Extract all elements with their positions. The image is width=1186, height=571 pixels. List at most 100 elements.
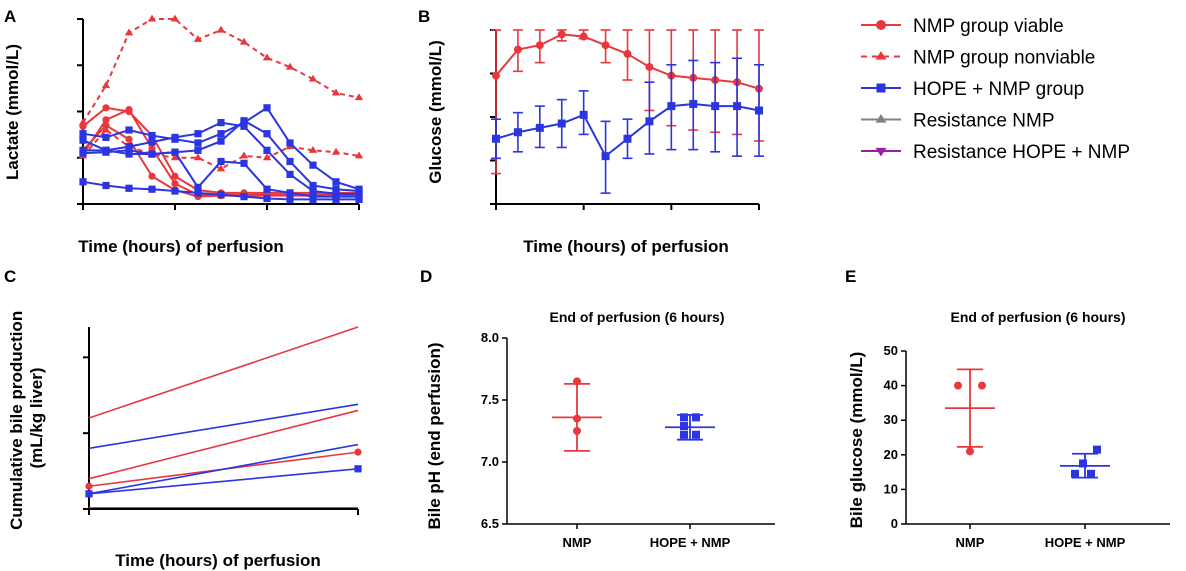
panel-a-data-point	[194, 183, 202, 191]
panel-label-e: E	[845, 267, 856, 286]
panel-c-y-axis-label: Cumulative bile production (mL/kg liver)	[7, 306, 46, 530]
panel-a-data-point	[240, 122, 248, 130]
panel-b-data-point	[689, 99, 698, 108]
panel-a-data-point	[286, 189, 294, 197]
panel-b-data-point	[535, 41, 544, 50]
panel-a-lactate-chart: A Time (hours) of perfusion Lactate (mmo…	[3, 7, 364, 256]
panel-a-data-point	[240, 117, 248, 125]
panel-e-y-tick-label: 10	[884, 481, 898, 496]
panel-a-data-point	[102, 104, 110, 112]
panel-d-data-point	[680, 430, 688, 439]
panel-a-data-point	[102, 133, 110, 141]
panel-a-data-point	[194, 146, 202, 154]
panel-b-data-point	[557, 119, 566, 128]
panel-e-data-point	[966, 447, 974, 456]
panel-a-data-point	[170, 153, 180, 161]
panel-e-data-point	[1079, 459, 1087, 468]
panel-a-data-point	[171, 180, 179, 188]
panel-b-data-point	[645, 117, 654, 126]
panel-a-data-point	[79, 130, 87, 138]
panel-b-data-point	[492, 134, 500, 143]
panel-a-data-point	[355, 187, 363, 195]
panel-a-data-point	[262, 153, 272, 161]
panel-a-data-point	[286, 139, 294, 147]
panel-a-data-point	[216, 25, 226, 33]
panel-a-data-point	[240, 193, 248, 201]
panel-a-data-point	[125, 184, 133, 192]
panel-a-data-point	[332, 195, 340, 203]
panel-d-y-tick-label: 8.0	[481, 330, 499, 345]
panel-a-data-point	[217, 119, 225, 127]
panel-a-data-point	[263, 130, 271, 138]
panel-a-data-point	[171, 187, 179, 195]
panel-d-data-point	[692, 430, 700, 439]
panel-d-y-tick-label: 6.5	[481, 516, 499, 531]
panel-b-data-point	[535, 123, 544, 132]
panel-a-data-point	[332, 185, 340, 193]
panel-e-category-label: NMP	[956, 535, 985, 550]
panel-c-series-line	[88, 409, 359, 480]
legend: NMP group viable NMP group nonviable HOPE …	[861, 16, 1130, 163]
legend-marker-5	[875, 147, 887, 157]
panel-e-data-point	[1093, 445, 1101, 454]
panel-b-data-point	[601, 41, 610, 50]
panel-label-b: B	[418, 7, 430, 26]
panel-a-data-point	[216, 164, 226, 172]
panel-label-d: D	[420, 267, 432, 286]
panel-c-data-point	[85, 490, 93, 498]
panel-a-data-point	[148, 144, 156, 153]
panel-a-data-point	[125, 150, 133, 158]
panel-e-y-tick-label: 50	[884, 343, 898, 358]
panel-a-data-point	[308, 74, 318, 82]
panel-c-series-line	[88, 468, 359, 495]
panel-a-data-point	[147, 14, 157, 22]
panel-a-x-axis-label: Time (hours) of perfusion	[78, 237, 284, 256]
panel-a-data-point	[331, 147, 341, 155]
panel-a-data-point	[148, 150, 156, 158]
panel-a-data-point	[124, 28, 134, 36]
panel-e-data-point	[978, 381, 986, 390]
panel-b-data-point	[755, 106, 763, 115]
panel-a-data-point	[102, 146, 110, 154]
panel-e-title: End of perfusion (6 hours)	[951, 309, 1126, 325]
legend-marker-3	[876, 83, 886, 93]
panel-a-data-point	[102, 116, 110, 124]
panel-a-data-point	[170, 14, 180, 22]
panel-a-data-point	[354, 151, 364, 159]
panel-a-y-axis-label: Lactate (mmol/L)	[3, 44, 22, 180]
panel-a-data-point	[239, 37, 249, 45]
panel-d-y-tick-label: 7.5	[481, 392, 499, 407]
panel-e-data-point	[1071, 469, 1079, 478]
panel-a-data-point	[285, 62, 295, 70]
panel-a-data-point	[79, 146, 87, 154]
panel-b-data-point	[513, 128, 522, 137]
panel-a-data-point	[101, 125, 111, 133]
panel-e-y-tick-label: 0	[891, 516, 898, 531]
panel-b-data-point	[513, 45, 522, 54]
panel-a-data-point	[240, 159, 248, 167]
panel-e-data-point	[1087, 469, 1095, 478]
panel-d-category-label: NMP	[563, 535, 592, 550]
panel-e-y-tick-label: 40	[884, 378, 898, 393]
panel-c-series-line	[88, 326, 359, 419]
panel-a-series-line	[82, 18, 360, 124]
panel-c-y-axis-label-line-1: Cumulative bile production	[7, 311, 26, 530]
panel-a-data-point	[79, 136, 87, 144]
panel-b-data-point	[579, 110, 588, 119]
panel-a-data-point	[194, 130, 202, 138]
panel-a-data-point	[125, 146, 133, 154]
panel-d-data-point	[573, 427, 581, 435]
panel-a-data-point	[308, 145, 318, 153]
panel-b-data-point	[601, 152, 610, 161]
panel-c-series-line	[88, 403, 359, 450]
panel-b-data-point	[557, 30, 566, 39]
panel-a-data-point	[194, 139, 202, 147]
panel-e-y-tick-label: 30	[884, 412, 898, 427]
legend-marker-1	[876, 20, 886, 30]
panel-a-data-point	[286, 195, 294, 203]
panel-a-data-point	[125, 126, 133, 134]
panel-a-data-point	[79, 178, 87, 186]
panel-d-y-axis-label: Bile pH (end perfusion)	[425, 343, 444, 530]
legend-label-3: HOPE + NMP group	[913, 79, 1084, 100]
panel-a-data-point	[262, 53, 272, 61]
